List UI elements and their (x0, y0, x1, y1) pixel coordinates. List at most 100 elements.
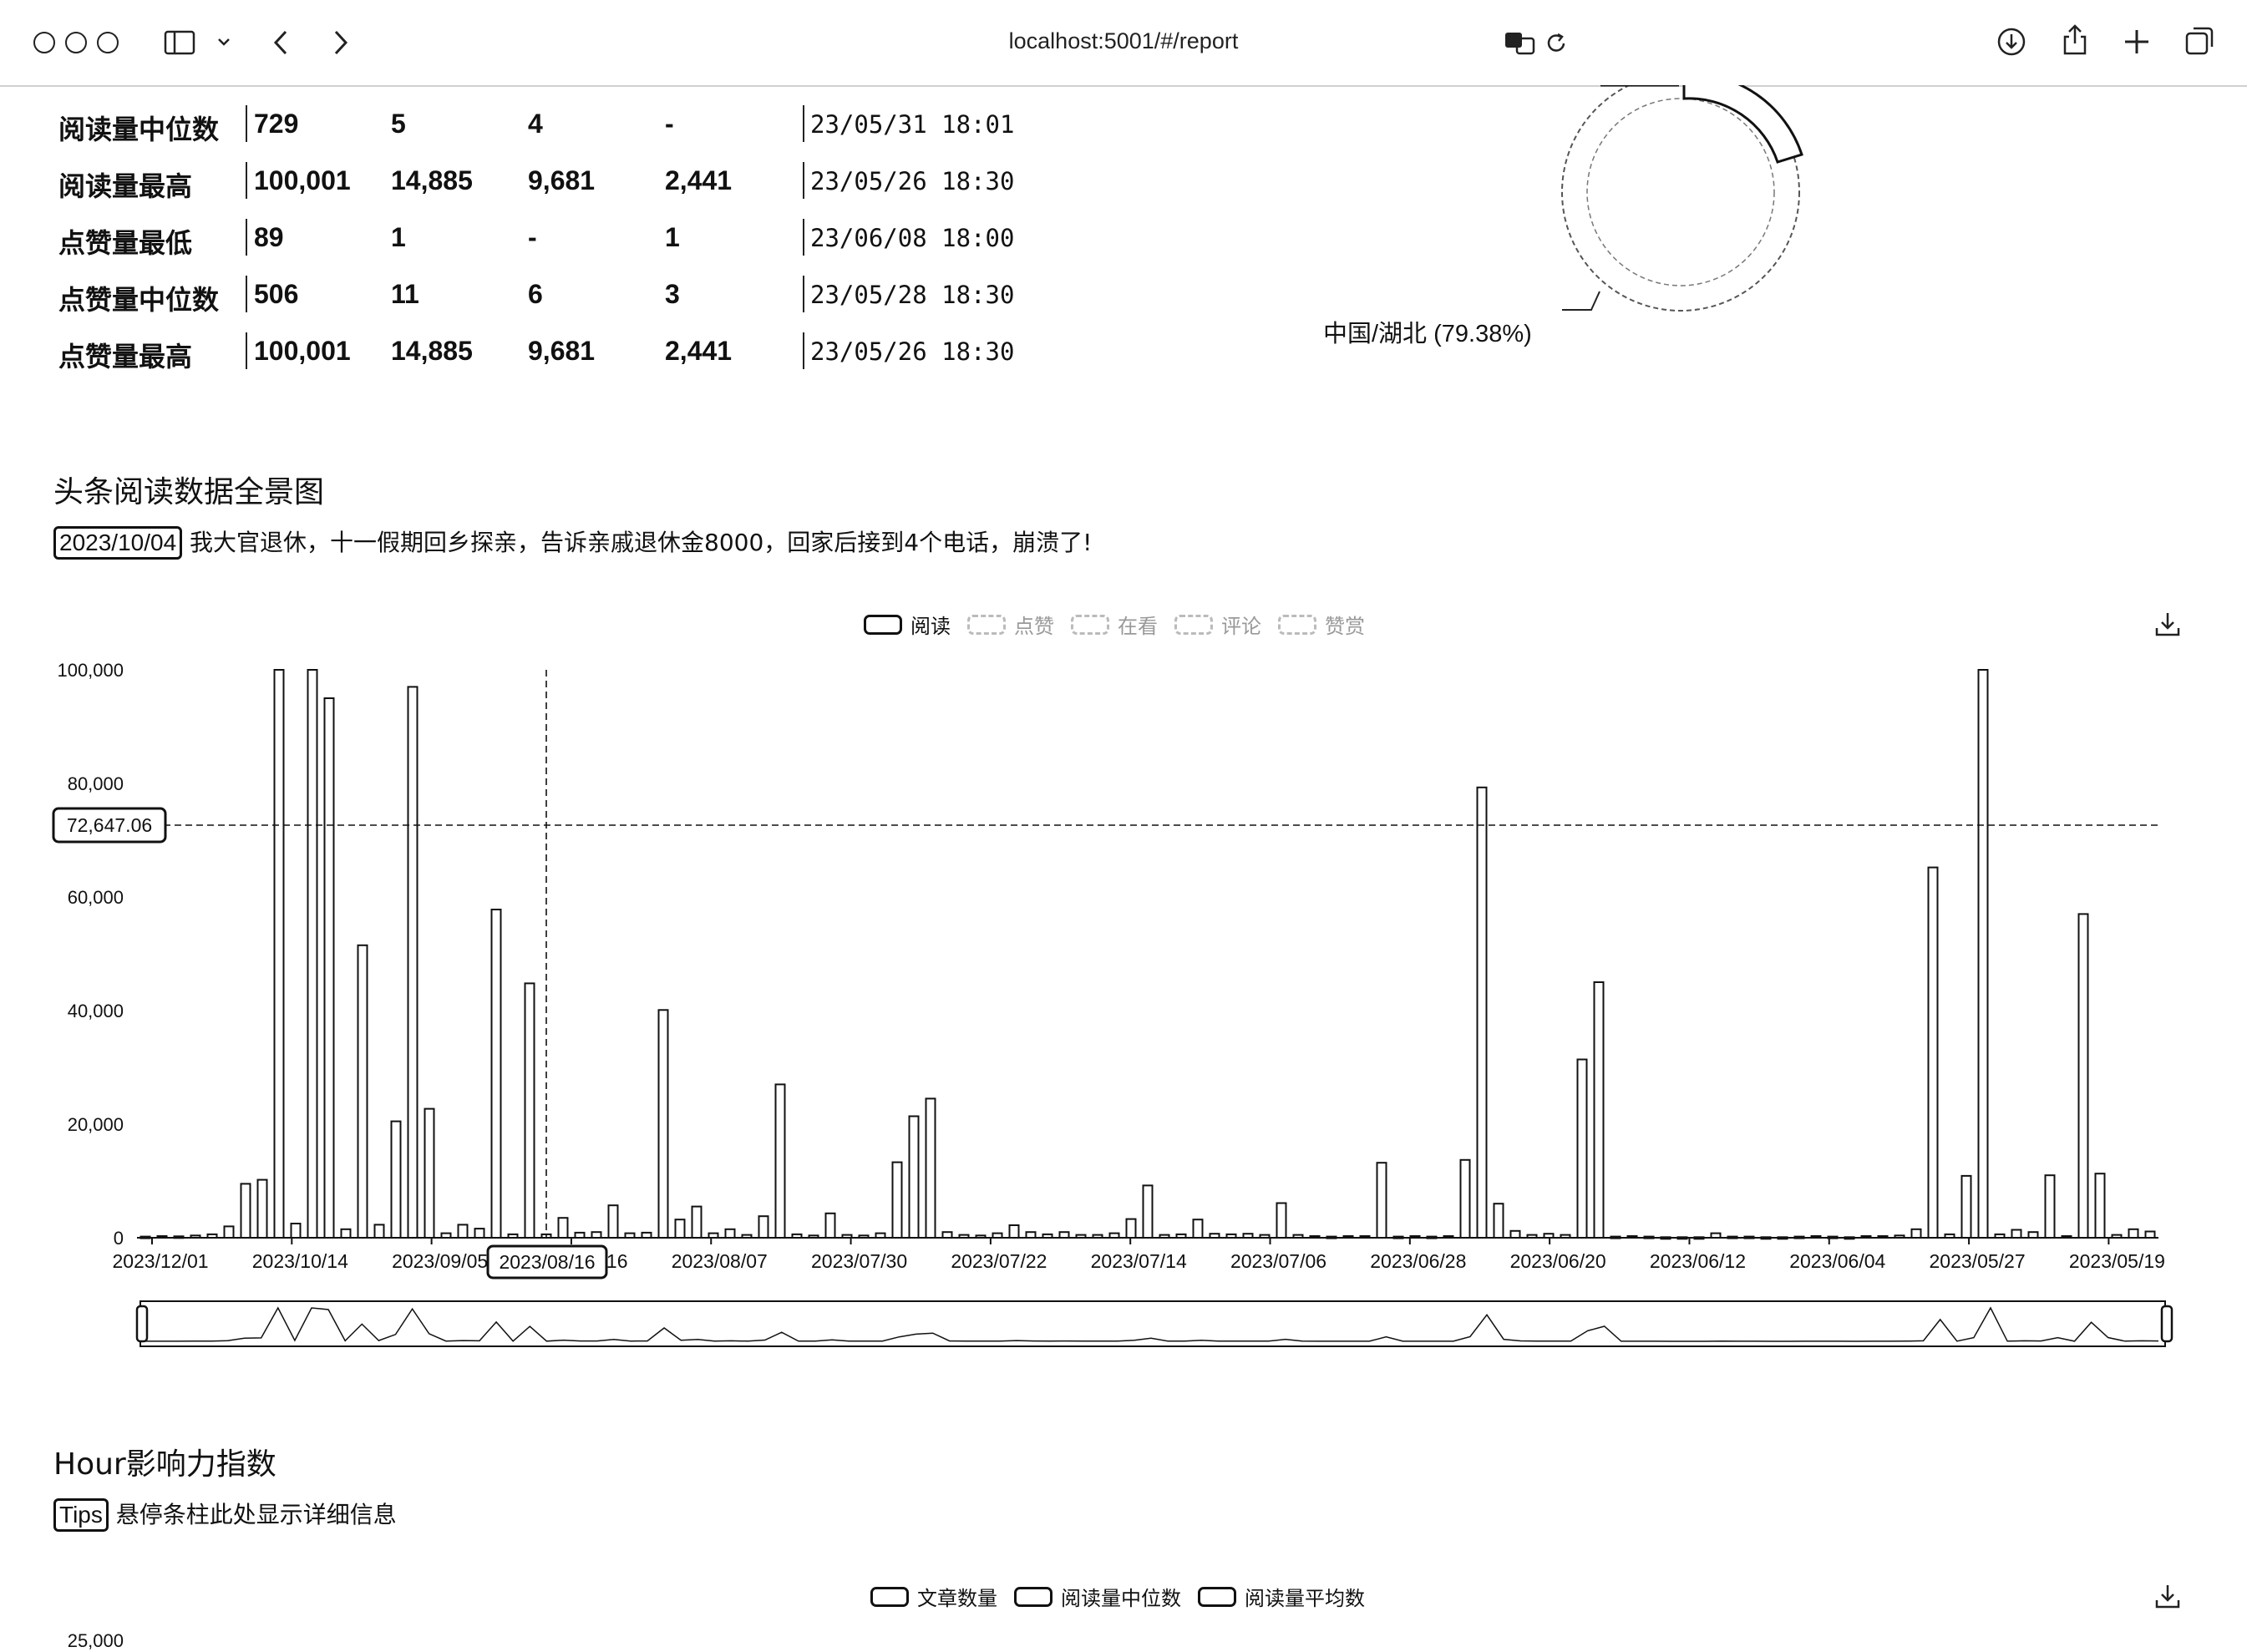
bar (1994, 1233, 2006, 1239)
bar (407, 686, 418, 1239)
hour-section-title: Hour影响力指数 (53, 1447, 276, 1482)
legend-item[interactable]: 在看 (1071, 610, 1158, 639)
bar (1560, 1234, 1571, 1239)
bar (674, 1219, 686, 1239)
stats-cell: 2,441 (665, 336, 733, 366)
bar (607, 1204, 619, 1239)
sidebar-toggle-icon[interactable] (164, 30, 197, 55)
bar (1476, 786, 1488, 1239)
bar (1108, 1232, 1120, 1239)
bar (591, 1231, 602, 1239)
window-minimize-button[interactable] (65, 32, 87, 53)
bar (1927, 866, 1939, 1239)
hour-chart-download-icon[interactable] (2153, 1582, 2182, 1618)
stats-divider (803, 162, 804, 199)
bar (1844, 1236, 1855, 1240)
legend-item[interactable]: 阅读量平均数 (1198, 1582, 1365, 1611)
x-tick-label: 2023/05/27 (1930, 1250, 2026, 1272)
download-icon[interactable] (1996, 27, 2026, 57)
share-icon[interactable] (2060, 23, 2090, 57)
bar (1042, 1233, 1053, 1239)
bar (574, 1231, 586, 1239)
bar (1977, 669, 1989, 1239)
back-icon[interactable] (271, 28, 291, 57)
window-zoom-button[interactable] (97, 32, 119, 53)
stats-divider (803, 276, 804, 312)
tips-badge: Tips (53, 1498, 109, 1532)
bar (791, 1233, 803, 1239)
x-tick-label: 2023/08/07 (672, 1250, 768, 1272)
tab-overview-icon[interactable] (2184, 25, 2217, 58)
bar (1376, 1162, 1387, 1239)
region-donut-chart (1561, 85, 1803, 312)
bar (741, 1234, 753, 1239)
bar (2044, 1174, 2056, 1239)
bar (1342, 1235, 1354, 1239)
bar (858, 1234, 870, 1239)
zoom-slider (139, 1300, 2166, 1347)
new-tab-icon[interactable] (2122, 27, 2152, 57)
bar (724, 1228, 736, 1239)
legend-item[interactable]: 文章数量 (870, 1582, 997, 1611)
bar (1660, 1236, 1671, 1240)
bar (2027, 1231, 2039, 1239)
bar (1526, 1234, 1538, 1239)
bar (1225, 1233, 1237, 1239)
bar (691, 1205, 703, 1239)
legend-label: 文章数量 (917, 1587, 997, 1610)
bar (1593, 981, 1605, 1239)
bar (2077, 913, 2089, 1239)
bar (1894, 1234, 1905, 1239)
bar (1793, 1235, 1805, 1239)
reload-icon[interactable] (1545, 32, 1569, 55)
stats-row-label: 阅读量最高 (58, 170, 193, 202)
x-tick-label: 2023/07/14 (1091, 1250, 1187, 1272)
hour-tips: Tips 悬停条柱此处显示详细信息 (53, 1497, 397, 1532)
bar (2061, 1235, 2072, 1239)
hour-chart-legend: 文章数量 阅读量中位数 阅读量平均数 (870, 1582, 1382, 1611)
browser-toolbar: localhost:5001/#/report (0, 0, 2247, 87)
x-tick-label: 2023/06/12 (1650, 1250, 1746, 1272)
legend-swatch (1278, 614, 1316, 635)
bar (474, 1228, 485, 1239)
stats-row-label: 点赞量最高 (58, 341, 193, 372)
legend-item[interactable]: 点赞 (967, 610, 1054, 639)
reading-bar-chart[interactable]: 100,000 80,000 60,000 40,000 20,000 02023/12/… (0, 651, 2247, 1370)
average-label: 72,647.06 (67, 814, 152, 836)
x-tick-label: 2023/10/14 (252, 1250, 348, 1272)
x-tick-label: 2023/05/19 (2069, 1250, 2165, 1272)
address-bar[interactable]: localhost:5001/#/report (1008, 28, 1239, 53)
bar (1209, 1233, 1220, 1239)
average-badge (52, 807, 167, 844)
bar (1175, 1233, 1187, 1239)
bar (1008, 1224, 1020, 1239)
bar (206, 1233, 218, 1239)
chart-download-icon[interactable] (2153, 610, 2182, 646)
legend-item[interactable]: 赞赏 (1278, 610, 1365, 639)
bar (875, 1232, 886, 1239)
x-tick-label: 2023/06/04 (1789, 1250, 1885, 1272)
forward-icon[interactable] (331, 28, 351, 57)
bar (841, 1234, 853, 1239)
x-tick-label: 2023/09/05 (392, 1250, 488, 1272)
y-tick-label: 80,000 (68, 773, 124, 794)
legend-item[interactable]: 阅读量中位数 (1014, 1582, 1181, 1611)
stats-cell: 4 (528, 109, 543, 139)
bar (1192, 1219, 1204, 1239)
legend-item[interactable]: 阅读 (864, 610, 951, 639)
translate-icon[interactable] (1504, 30, 1537, 55)
chevron-down-icon[interactable] (216, 33, 232, 50)
hover-date-badge: 2023/10/04 (53, 526, 183, 560)
bar (1443, 1235, 1454, 1239)
stats-time: 23/05/26 18:30 (810, 337, 1015, 366)
legend-item[interactable]: 评论 (1174, 610, 1261, 639)
legend-label: 点赞 (1014, 615, 1054, 638)
bar (941, 1231, 953, 1239)
legend-label: 在看 (1118, 615, 1158, 638)
legend-label: 阅读量平均数 (1245, 1587, 1365, 1610)
bar (323, 697, 335, 1239)
overview-title: 头条阅读数据全景图 (53, 475, 325, 509)
bar (1509, 1229, 1521, 1239)
stats-divider (246, 219, 247, 256)
window-close-button[interactable] (33, 32, 55, 53)
